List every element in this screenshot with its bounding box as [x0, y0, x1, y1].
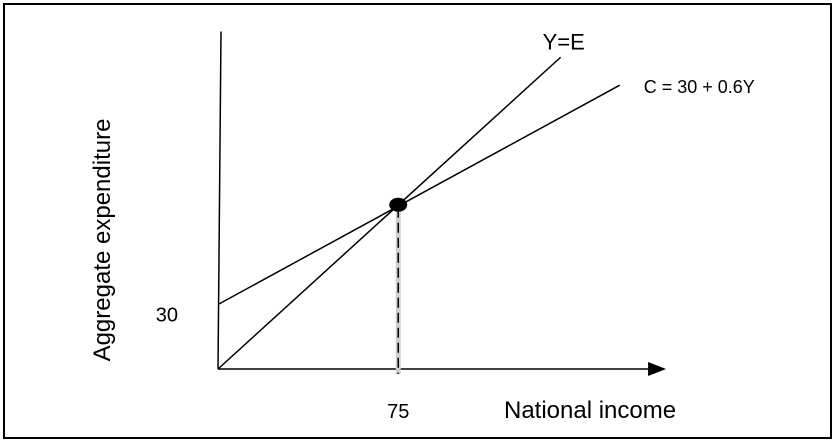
equilibrium-point — [389, 197, 408, 212]
y-axis-line — [217, 31, 222, 370]
chart-frame — [3, 3, 832, 439]
series-label-2: C = 30 + 0.6Y — [644, 77, 755, 97]
y-axis-label: Aggregate expenditure — [89, 119, 116, 362]
series-line-2 — [217, 84, 621, 306]
series-line-1 — [217, 56, 562, 370]
marks — [389, 197, 408, 374]
x-axis-arrowhead — [648, 362, 667, 376]
x-tick-label-1: 75 — [387, 401, 409, 423]
y-tick-label-1: 30 — [156, 305, 178, 327]
axes: 30 75 — [156, 31, 667, 423]
x-axis-label: National income — [504, 397, 676, 424]
series-label-1: Y=E — [543, 29, 585, 54]
series-lines: Y=E C = 30 + 0.6Y — [217, 29, 755, 370]
